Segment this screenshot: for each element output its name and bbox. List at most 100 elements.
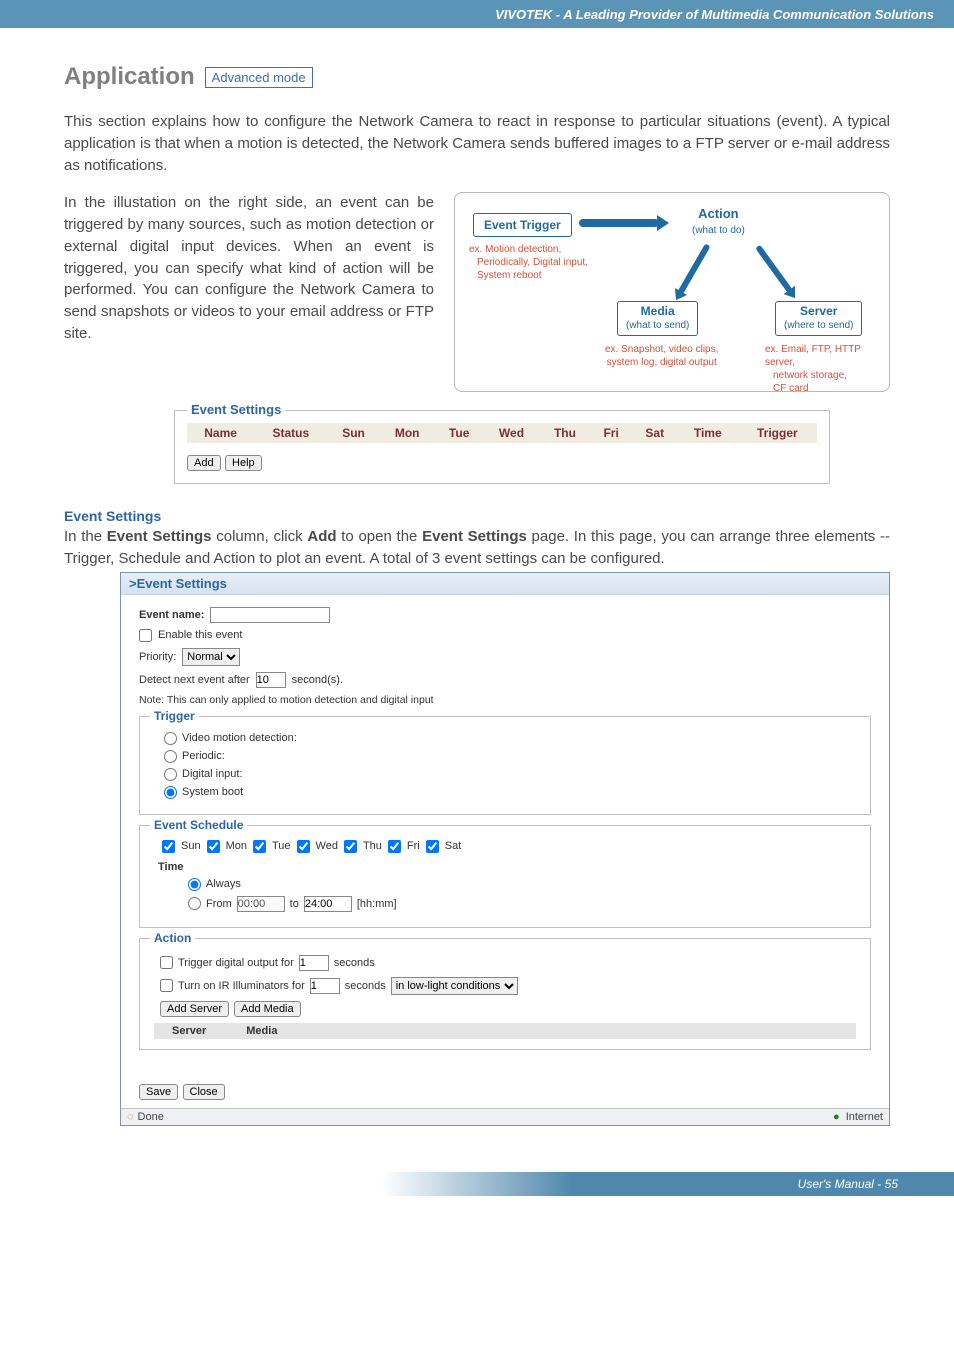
time-to-input[interactable] bbox=[304, 896, 352, 912]
event-settings-table: Name Status Sun Mon Tue Wed Thu Fri Sat … bbox=[187, 423, 817, 443]
action-ir-row: Turn on IR Illuminators for seconds in l… bbox=[160, 977, 856, 995]
globe-icon: ● bbox=[833, 1111, 840, 1123]
time-radio-from[interactable] bbox=[188, 897, 201, 910]
ir-post: seconds bbox=[345, 980, 386, 992]
day-check-fri[interactable] bbox=[388, 840, 401, 853]
diagram-server-examples: ex. Email, FTP, HTTP server, network sto… bbox=[765, 343, 889, 395]
diagram-media-box: Media (what to send) bbox=[617, 301, 698, 335]
save-button[interactable]: Save bbox=[139, 1084, 178, 1100]
browser-status-bar: ◌ Done ● Internet bbox=[121, 1108, 889, 1125]
table-header-row: Name Status Sun Mon Tue Wed Thu Fri Sat … bbox=[187, 423, 817, 443]
time-from-label: From bbox=[206, 898, 232, 910]
event-settings-popup: >Event Settings Event name: Enable this … bbox=[120, 572, 890, 1126]
arrow-right-icon bbox=[579, 219, 659, 227]
event-diagram: Event Trigger Action (what to do) ex. Mo… bbox=[454, 192, 890, 392]
event-settings-fieldset: Event Settings Name Status Sun Mon Tue W… bbox=[174, 410, 830, 484]
trigger-do-pre: Trigger digital output for bbox=[178, 957, 294, 969]
event-name-input[interactable] bbox=[210, 607, 330, 623]
col-name: Name bbox=[187, 423, 254, 443]
col-status: Status bbox=[254, 423, 327, 443]
time-radio-always[interactable] bbox=[188, 878, 201, 891]
col-trigger: Trigger bbox=[738, 423, 817, 443]
media-col-label: Media bbox=[246, 1025, 277, 1037]
trigger-do-post: seconds bbox=[334, 957, 375, 969]
diagram-server-ex1: ex. Email, FTP, HTTP server, bbox=[765, 344, 861, 368]
detect-label-post: second(s). bbox=[292, 674, 343, 686]
col-fri: Fri bbox=[591, 423, 632, 443]
priority-row: Priority: Normal bbox=[139, 648, 871, 666]
day-check-thu[interactable] bbox=[344, 840, 357, 853]
intro-paragraph-2: In the illustation on the right side, an… bbox=[64, 192, 434, 344]
trigger-do-input[interactable] bbox=[299, 955, 329, 971]
priority-label: Priority: bbox=[139, 651, 176, 663]
col-time: Time bbox=[678, 423, 738, 443]
ir-input[interactable] bbox=[310, 978, 340, 994]
trigger-do-checkbox[interactable] bbox=[160, 956, 173, 969]
trigger-radio-motion[interactable] bbox=[164, 732, 177, 745]
diagram-trigger-box: Event Trigger bbox=[473, 213, 572, 237]
page-footer: User's Manual - 55 bbox=[0, 1172, 954, 1196]
diagram-action-box: Action (what to do) bbox=[692, 207, 745, 236]
add-button[interactable]: Add bbox=[187, 455, 221, 471]
day-label-tue: Tue bbox=[272, 840, 291, 852]
title-row: Application Advanced mode bbox=[64, 63, 890, 91]
detect-note: Note: This can only applied to motion de… bbox=[139, 694, 871, 706]
status-internet-label: Internet bbox=[846, 1111, 883, 1123]
status-internet: ● Internet bbox=[833, 1111, 883, 1123]
day-label-thu: Thu bbox=[363, 840, 382, 852]
ir-checkbox[interactable] bbox=[160, 979, 173, 992]
day-label-sat: Sat bbox=[445, 840, 462, 852]
event-settings-text: In the Event Settings column, click Add … bbox=[64, 526, 890, 570]
diagram-media-examples: ex. Snapshot, video clips, system log, d… bbox=[605, 343, 718, 369]
trigger-radio-digital[interactable] bbox=[164, 768, 177, 781]
trigger-radio-boot[interactable] bbox=[164, 786, 177, 799]
trigger-radio-periodic[interactable] bbox=[164, 750, 177, 763]
arrow-down-left-icon bbox=[677, 244, 710, 295]
day-check-mon[interactable] bbox=[207, 840, 220, 853]
day-check-sun[interactable] bbox=[162, 840, 175, 853]
enable-event-checkbox[interactable] bbox=[139, 629, 152, 642]
add-server-button[interactable]: Add Server bbox=[160, 1001, 229, 1017]
day-check-tue[interactable] bbox=[253, 840, 266, 853]
footer-text: User's Manual - 55 bbox=[798, 1177, 898, 1191]
trigger-label-periodic: Periodic: bbox=[182, 750, 225, 762]
day-check-sat[interactable] bbox=[426, 840, 439, 853]
detect-label-pre: Detect next event after bbox=[139, 674, 250, 686]
detect-seconds-input[interactable] bbox=[256, 672, 286, 688]
time-from-input[interactable] bbox=[237, 896, 285, 912]
time-label-always: Always bbox=[206, 878, 241, 890]
col-sat: Sat bbox=[632, 423, 678, 443]
enable-event-row: Enable this event bbox=[139, 629, 871, 642]
col-tue: Tue bbox=[435, 423, 484, 443]
time-to-label: to bbox=[290, 898, 299, 910]
col-wed: Wed bbox=[484, 423, 540, 443]
header-tagline: VIVOTEK - A Leading Provider of Multimed… bbox=[495, 7, 934, 22]
table-button-row: Add Help bbox=[187, 453, 817, 471]
day-check-wed[interactable] bbox=[297, 840, 310, 853]
popup-body: Event name: Enable this event Priority: … bbox=[121, 595, 889, 1072]
advanced-mode-badge: Advanced mode bbox=[205, 67, 313, 88]
ir-condition-select[interactable]: in low-light conditions bbox=[391, 977, 518, 995]
day-label-sun: Sun bbox=[181, 840, 201, 852]
time-from-row: From to [hh:mm] bbox=[188, 896, 856, 912]
diagram-media-sub: (what to send) bbox=[626, 320, 689, 331]
diagram-trigger-ex1: ex. Motion detection, bbox=[469, 244, 561, 255]
action-legend: Action bbox=[150, 931, 195, 945]
detect-next-row: Detect next event after second(s). bbox=[139, 672, 871, 688]
two-column-row: In the illustation on the right side, an… bbox=[64, 192, 890, 392]
help-button[interactable]: Help bbox=[225, 455, 262, 471]
diagram-server-box: Server (where to send) bbox=[775, 301, 862, 335]
col-thu: Thu bbox=[539, 423, 590, 443]
close-button[interactable]: Close bbox=[183, 1084, 225, 1100]
event-settings-section: Event Settings In the Event Settings col… bbox=[64, 508, 890, 570]
action-fieldset: Action Trigger digital output for second… bbox=[139, 938, 871, 1050]
header-bar: VIVOTEK - A Leading Provider of Multimed… bbox=[0, 0, 954, 28]
add-media-button[interactable]: Add Media bbox=[234, 1001, 301, 1017]
priority-select[interactable]: Normal bbox=[182, 648, 240, 666]
diagram-server-ex3: CF card bbox=[765, 383, 809, 394]
diagram-action-label: Action bbox=[698, 206, 738, 221]
trigger-label-motion: Video motion detection: bbox=[182, 732, 297, 744]
col-mon: Mon bbox=[380, 423, 435, 443]
event-settings-legend: Event Settings bbox=[187, 402, 285, 417]
status-done-label: Done bbox=[138, 1111, 164, 1123]
